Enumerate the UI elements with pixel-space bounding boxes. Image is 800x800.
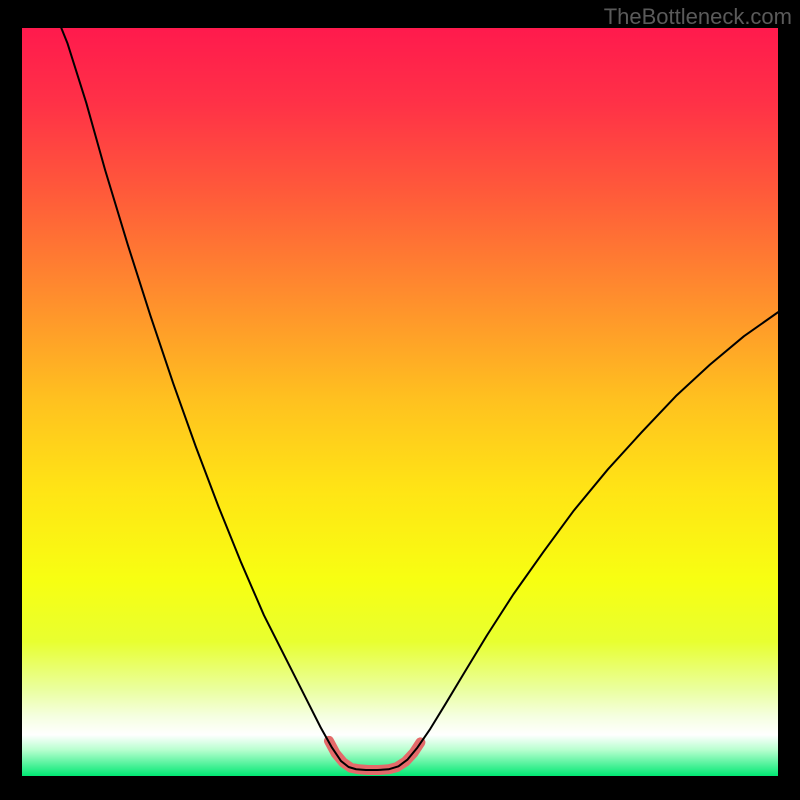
bottleneck-chart: [0, 0, 800, 800]
watermark-text: TheBottleneck.com: [604, 4, 792, 30]
plot-background: [22, 28, 778, 776]
chart-container: TheBottleneck.com: [0, 0, 800, 800]
